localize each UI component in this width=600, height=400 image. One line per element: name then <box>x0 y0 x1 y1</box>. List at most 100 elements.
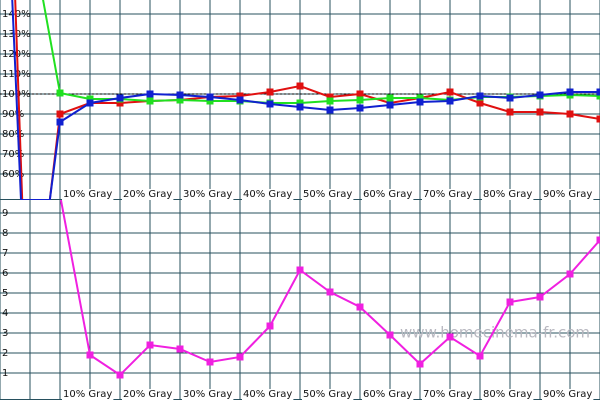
x-tick-label: 10% Gray <box>63 189 112 200</box>
y-tick-label: 9 <box>2 208 8 219</box>
point <box>146 90 154 98</box>
point <box>326 106 334 114</box>
point <box>326 93 334 101</box>
x-tick-label: 20% Gray <box>123 389 172 400</box>
x-tick-label: 90% Gray <box>543 189 592 200</box>
point <box>356 96 364 104</box>
x-tick-label: 30% Gray <box>183 189 232 200</box>
label-bg <box>122 189 174 200</box>
point <box>416 98 424 106</box>
x-tick-label: 90% Gray <box>543 389 592 400</box>
point <box>206 358 214 366</box>
point <box>446 333 454 341</box>
point <box>326 97 334 105</box>
label-bg <box>242 389 294 400</box>
point <box>176 345 184 353</box>
y-tick-label: 90% <box>2 109 24 120</box>
y-tick-label: 2 <box>2 348 8 359</box>
point <box>116 99 124 107</box>
point <box>476 92 484 100</box>
y-tick-label: 70% <box>2 149 24 160</box>
label-bg <box>242 189 294 200</box>
x-tick-label: 40% Gray <box>243 189 292 200</box>
y-tick-label: 7 <box>2 248 8 259</box>
label-bg <box>62 189 114 200</box>
series-line <box>11 0 600 200</box>
label-bg <box>182 389 234 400</box>
label-bg <box>362 389 414 400</box>
panel: 1 2 3 4 5 6 7 8 9 10% Gray 20% Gray 30% Gray 40% Gra… <box>0 200 600 400</box>
point <box>356 104 364 112</box>
label-bg <box>482 189 534 200</box>
y-tick-label: 1 <box>2 368 8 379</box>
point <box>296 99 304 107</box>
point <box>56 110 64 118</box>
point <box>596 88 600 96</box>
point <box>596 236 600 244</box>
point <box>506 108 514 116</box>
y-tick-label: 3 <box>2 328 8 339</box>
point <box>596 115 600 123</box>
point <box>596 92 600 100</box>
x-tick-label: 80% Gray <box>483 189 532 200</box>
point <box>236 96 244 104</box>
point <box>266 88 274 96</box>
point <box>266 100 274 108</box>
x-tick-label: 80% Gray <box>483 389 532 400</box>
point <box>416 360 424 368</box>
point <box>446 88 454 96</box>
y-tick-label: 5 <box>2 288 8 299</box>
x-tick-label: 10% Gray <box>63 389 112 400</box>
point <box>146 97 154 105</box>
point <box>566 88 574 96</box>
point <box>476 99 484 107</box>
point <box>356 303 364 311</box>
point <box>176 96 184 104</box>
point <box>476 352 484 360</box>
label-bg <box>122 389 174 400</box>
y-tick-label: 60% <box>2 169 24 180</box>
point <box>56 118 64 126</box>
label-bg <box>302 189 354 200</box>
point <box>56 89 64 97</box>
label-bg <box>62 389 114 400</box>
label-bg <box>182 189 234 200</box>
point <box>356 90 364 98</box>
label-bg <box>542 189 594 200</box>
point <box>86 95 94 103</box>
x-tick-label: 20% Gray <box>123 189 172 200</box>
point <box>296 82 304 90</box>
label-bg <box>482 389 534 400</box>
x-tick-label: 60% Gray <box>363 389 412 400</box>
x-tick-label: 50% Gray <box>303 189 352 200</box>
label-bg <box>422 189 474 200</box>
point <box>266 322 274 330</box>
point <box>566 270 574 278</box>
point <box>296 266 304 274</box>
label-bg <box>542 389 594 400</box>
point <box>146 341 154 349</box>
point <box>176 91 184 99</box>
point <box>236 92 244 100</box>
series-line <box>42 0 600 104</box>
point <box>206 93 214 101</box>
point <box>416 94 424 102</box>
point <box>536 293 544 301</box>
point <box>326 288 334 296</box>
point <box>536 91 544 99</box>
point <box>206 97 214 105</box>
series-line <box>14 0 600 200</box>
label-bg <box>362 189 414 200</box>
point <box>536 108 544 116</box>
point <box>386 331 394 339</box>
x-tick-label: 40% Gray <box>243 389 292 400</box>
point <box>506 298 514 306</box>
watermark: www.homecinema-fr.com <box>400 324 590 342</box>
x-tick-label: 70% Gray <box>423 389 472 400</box>
y-tick-label: 6 <box>2 268 8 279</box>
x-tick-label: 30% Gray <box>183 389 232 400</box>
x-tick-label: 50% Gray <box>303 389 352 400</box>
point <box>296 103 304 111</box>
point <box>86 351 94 359</box>
